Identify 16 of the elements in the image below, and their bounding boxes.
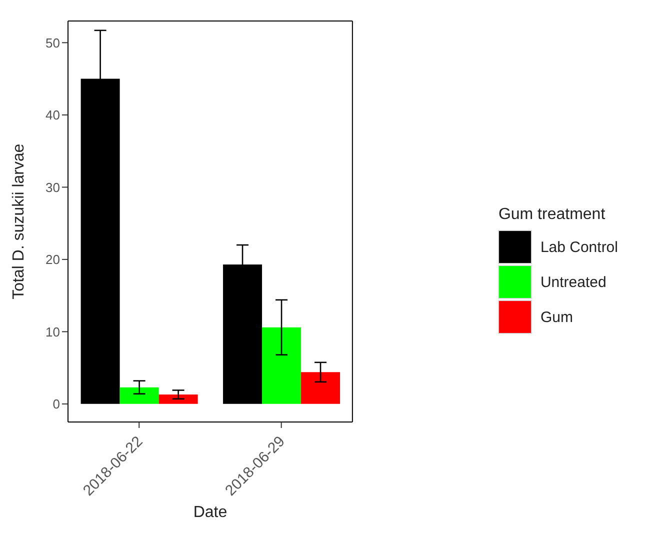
bar — [120, 387, 159, 404]
y-tick-label: 40 — [46, 108, 60, 123]
y-tick-label: 10 — [46, 324, 60, 340]
x-axis-title: Date — [193, 504, 228, 521]
y-tick-label: 50 — [46, 35, 60, 50]
legend-label: Gum — [540, 308, 573, 326]
bar — [158, 394, 198, 404]
y-tick-label: 0 — [52, 396, 60, 412]
y-axis-title: Total D. suzukii larvae — [10, 144, 28, 300]
legend-title: Gum treatment — [498, 206, 606, 224]
legend-label: Lab Control — [540, 238, 618, 256]
bar — [262, 327, 302, 404]
y-tick-label: 20 — [46, 252, 60, 268]
legend-label: Untreated — [540, 274, 606, 290]
y-tick-label: 30 — [46, 180, 60, 195]
bar — [301, 372, 340, 404]
